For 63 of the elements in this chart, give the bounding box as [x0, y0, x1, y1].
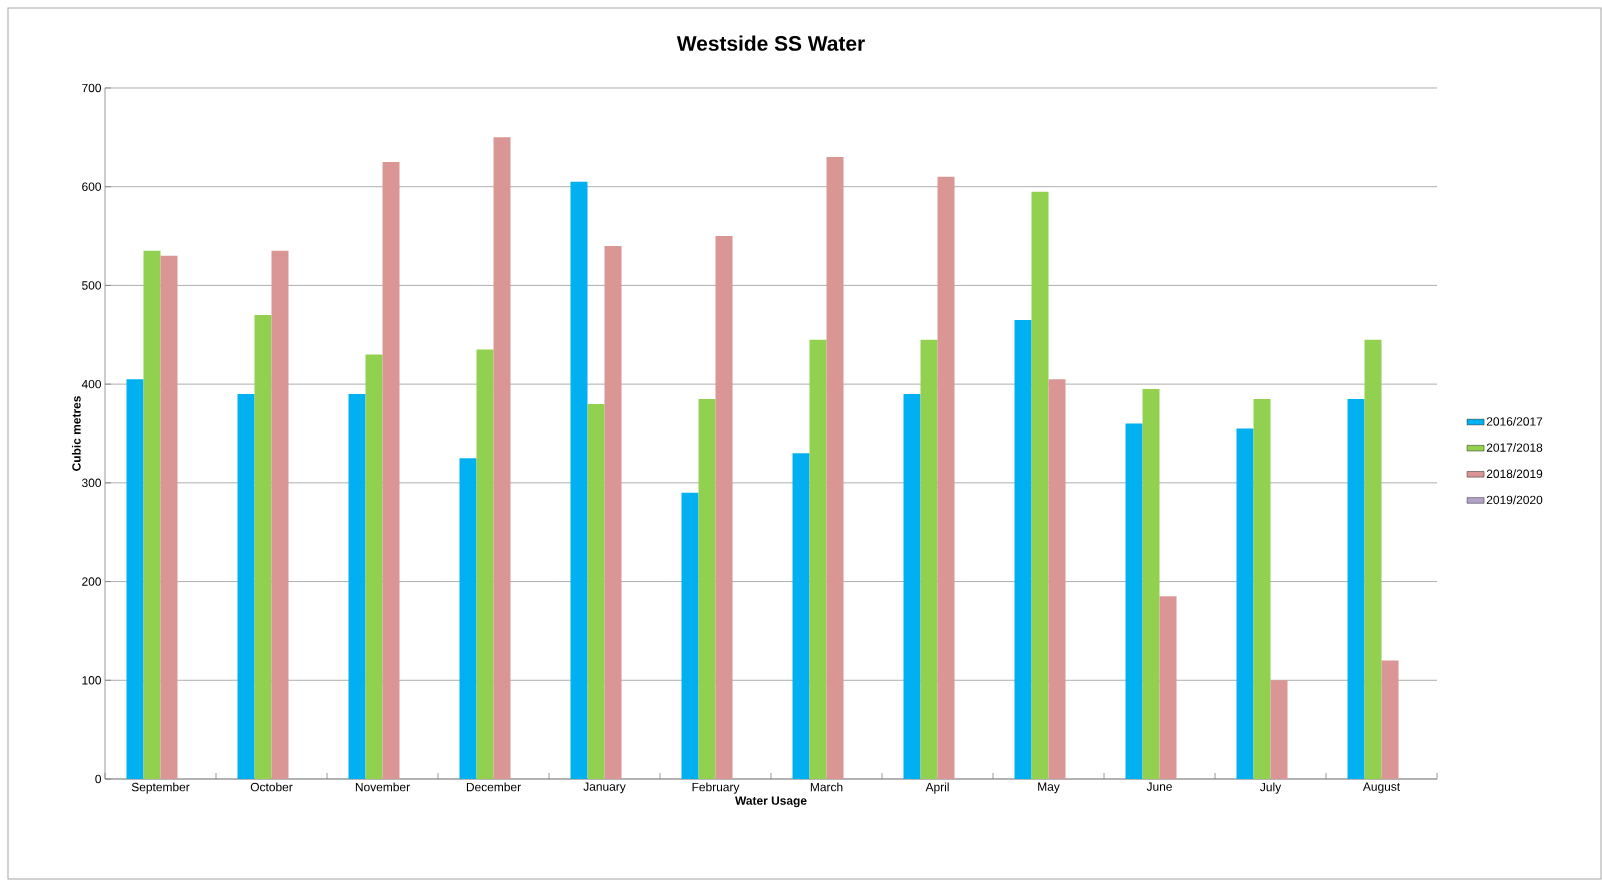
- bar: [126, 379, 144, 779]
- bar: [348, 394, 366, 779]
- x-tick-label: September: [131, 782, 190, 794]
- bar: [604, 245, 622, 779]
- x-tick-label: November: [355, 782, 410, 792]
- y-tick-label: 100: [82, 676, 102, 685]
- bar: [1048, 379, 1066, 779]
- legend-label: 2019/2020: [1486, 495, 1543, 505]
- bar: [1125, 423, 1143, 779]
- bar: [920, 339, 938, 779]
- bar: [826, 157, 844, 779]
- y-tick-label: 500: [82, 281, 102, 290]
- bar: [1236, 428, 1254, 779]
- bar: [1364, 339, 1382, 779]
- y-axis-title: Cubic metres: [71, 396, 81, 471]
- x-tick-label: December: [466, 782, 521, 792]
- bar: [681, 492, 699, 779]
- x-axis-title: Water Usage: [735, 796, 807, 808]
- x-tick-label: June: [1146, 782, 1172, 791]
- x-tick-label: January: [583, 782, 626, 794]
- bar: [1142, 389, 1160, 779]
- bar: [459, 458, 477, 779]
- bar: [271, 250, 289, 779]
- bar: [143, 250, 161, 779]
- y-tick-label: 600: [82, 182, 102, 191]
- legend-label: 2016/2017: [1486, 416, 1543, 426]
- bar: [937, 176, 955, 779]
- bar: [160, 255, 178, 779]
- x-tick-label: March: [810, 782, 843, 792]
- bar: [1159, 596, 1177, 779]
- legend-label: 2017/2018: [1486, 443, 1543, 452]
- x-tick-label: May: [1038, 782, 1060, 794]
- bar: [493, 137, 511, 779]
- bar: [570, 181, 588, 779]
- bar: [587, 403, 605, 779]
- y-tick-label: 300: [81, 478, 102, 488]
- bar: [1347, 398, 1365, 779]
- x-tick-label: October: [250, 782, 293, 792]
- bar: [792, 453, 810, 779]
- x-tick-label: August: [1362, 782, 1401, 794]
- bar: [809, 339, 827, 779]
- bar: [382, 162, 400, 779]
- bar: [254, 315, 272, 779]
- bar: [365, 354, 383, 779]
- y-tick-label: 700: [82, 83, 102, 93]
- bar: [903, 394, 921, 779]
- bar: [476, 349, 494, 779]
- chart-title: Westside SS Water: [676, 35, 865, 51]
- bar: [715, 236, 733, 779]
- x-tick-label: July: [1260, 782, 1282, 794]
- bar: [1381, 660, 1399, 779]
- bar: [1270, 680, 1288, 779]
- bar: [1031, 191, 1049, 779]
- y-tick-label: 0: [95, 774, 102, 784]
- y-tick-label: 200: [82, 577, 102, 586]
- y-tick-label: 400: [81, 379, 102, 389]
- x-tick-label: April: [925, 782, 949, 794]
- x-tick-label: February: [692, 782, 740, 794]
- bar: [1253, 398, 1271, 779]
- bar: [698, 398, 716, 779]
- legend-label: 2018/2019: [1486, 469, 1543, 478]
- bar: [237, 394, 255, 779]
- bar: [1014, 319, 1032, 779]
